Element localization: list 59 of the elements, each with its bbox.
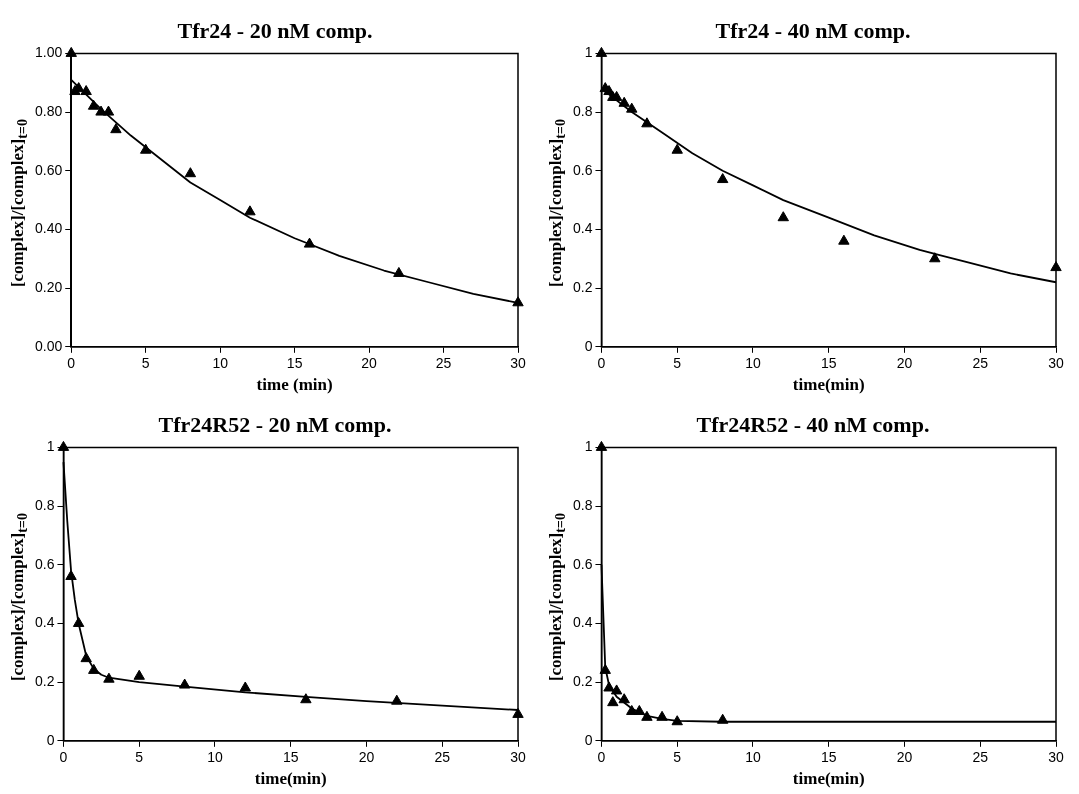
x-axis-title: time (min) xyxy=(256,374,333,394)
y-tick-label: 0.2 xyxy=(572,672,593,689)
x-tick-label: 10 xyxy=(745,354,761,371)
y-tick-label: 0.2 xyxy=(572,278,593,295)
y-tick-label: 0.4 xyxy=(572,219,593,236)
chart-title: Tfr24R52 - 20 nM comp. xyxy=(158,411,392,437)
y-tick-label: 0.8 xyxy=(34,496,55,513)
y-tick-label: 0.4 xyxy=(572,613,593,630)
x-tick-label: 10 xyxy=(212,354,229,371)
x-tick-label: 10 xyxy=(207,748,223,765)
x-tick-label: 0 xyxy=(67,354,76,371)
x-tick-label: 20 xyxy=(361,354,378,371)
y-tick-label: 0.20 xyxy=(35,278,63,295)
x-tick-label: 5 xyxy=(673,748,682,765)
x-tick-label: 30 xyxy=(510,354,526,371)
x-tick-label: 25 xyxy=(972,748,989,765)
x-tick-label: 30 xyxy=(1048,748,1064,765)
y-tick-label: 0.6 xyxy=(572,555,593,572)
y-tick-label: 0.6 xyxy=(572,161,593,178)
x-tick-label: 0 xyxy=(597,354,606,371)
chart-title: Tfr24 - 20 nM comp. xyxy=(177,17,373,43)
y-tick-label: 0 xyxy=(584,731,593,748)
y-tick-label: 0.8 xyxy=(572,496,593,513)
y-tick-label: 0.8 xyxy=(572,102,593,119)
y-tick-label: 0.6 xyxy=(34,555,55,572)
y-tick-label: 1.00 xyxy=(35,43,63,60)
x-tick-label: 15 xyxy=(282,748,299,765)
x-tick-label: 20 xyxy=(896,354,913,371)
y-tick-label: 1 xyxy=(584,43,593,60)
y-tick-label: 0.2 xyxy=(34,672,55,689)
x-tick-label: 20 xyxy=(358,748,375,765)
x-tick-label: 5 xyxy=(673,354,682,371)
x-axis-title: time(min) xyxy=(792,768,865,788)
y-tick-label: 1 xyxy=(584,437,593,454)
x-tick-label: 20 xyxy=(896,748,913,765)
y-tick-label: 0.80 xyxy=(35,102,63,119)
y-tick-label: 0.40 xyxy=(35,219,63,236)
y-tick-label: 1 xyxy=(46,437,55,454)
y-tick-label: 0.4 xyxy=(34,613,55,630)
x-axis-title: time(min) xyxy=(792,374,865,394)
y-tick-label: 0.60 xyxy=(35,161,63,178)
chart-title: Tfr24R52 - 40 nM comp. xyxy=(696,411,930,437)
x-tick-label: 15 xyxy=(286,354,303,371)
x-tick-label: 0 xyxy=(597,748,606,765)
x-tick-label: 25 xyxy=(972,354,989,371)
x-tick-label: 5 xyxy=(135,748,144,765)
x-tick-label: 15 xyxy=(820,354,837,371)
x-tick-label: 25 xyxy=(435,354,452,371)
x-tick-label: 10 xyxy=(745,748,761,765)
y-tick-label: 0 xyxy=(584,337,593,354)
y-tick-label: 0.00 xyxy=(35,337,63,354)
x-tick-label: 25 xyxy=(434,748,451,765)
x-axis-title: time(min) xyxy=(254,768,327,788)
x-tick-label: 30 xyxy=(1048,354,1064,371)
x-tick-label: 15 xyxy=(820,748,837,765)
x-tick-label: 5 xyxy=(141,354,150,371)
x-tick-label: 30 xyxy=(510,748,526,765)
y-tick-label: 0 xyxy=(46,731,55,748)
chart-title: Tfr24 - 40 nM comp. xyxy=(715,17,911,43)
